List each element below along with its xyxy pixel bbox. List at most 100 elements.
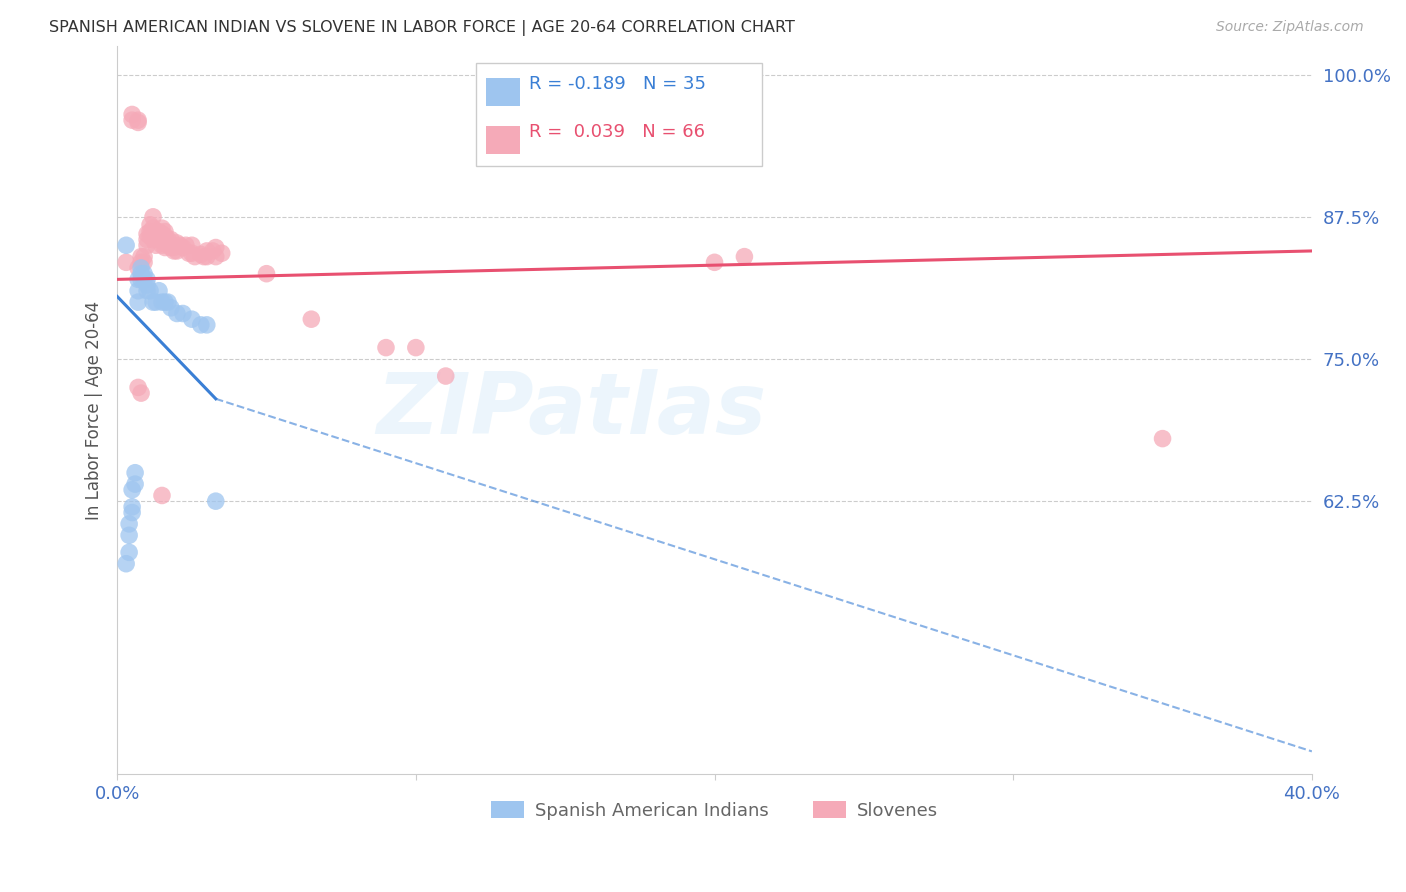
Point: [195, 250, 218, 264]
Point: [163, 244, 186, 258]
Point: [142, 210, 165, 224]
Point: [160, 301, 183, 315]
Point: [145, 295, 167, 310]
Point: [115, 255, 138, 269]
Point: [153, 229, 176, 244]
Point: [115, 238, 138, 252]
Point: [129, 250, 152, 264]
Text: R = -0.189   N = 35: R = -0.189 N = 35: [530, 75, 706, 94]
Point: [136, 238, 159, 252]
Point: [129, 272, 152, 286]
Point: [139, 229, 162, 244]
Point: [127, 380, 149, 394]
Point: [204, 494, 226, 508]
Point: [129, 267, 152, 281]
Text: Source: ZipAtlas.com: Source: ZipAtlas.com: [1216, 20, 1364, 34]
Point: [148, 284, 170, 298]
Point: [139, 225, 162, 239]
Point: [132, 255, 155, 269]
Point: [124, 477, 146, 491]
Point: [256, 267, 278, 281]
Text: ZIPatlas: ZIPatlas: [375, 368, 766, 451]
Point: [172, 241, 194, 255]
Point: [166, 306, 188, 320]
Point: [160, 233, 183, 247]
Point: [121, 107, 143, 121]
Point: [160, 241, 183, 255]
Point: [156, 295, 179, 310]
Point: [127, 115, 149, 129]
Point: [139, 218, 162, 232]
Point: [204, 250, 226, 264]
Point: [127, 284, 149, 298]
Point: [184, 250, 207, 264]
Point: [145, 238, 167, 252]
Point: [136, 284, 159, 298]
Point: [121, 500, 143, 514]
Point: [1152, 432, 1174, 446]
Point: [136, 227, 159, 241]
Point: [139, 284, 162, 298]
Text: R =  0.039   N = 66: R = 0.039 N = 66: [530, 123, 706, 141]
Point: [166, 235, 188, 250]
Point: [180, 238, 202, 252]
Point: [136, 233, 159, 247]
Bar: [486, 127, 520, 154]
Point: [177, 246, 200, 260]
Point: [118, 545, 141, 559]
Point: [180, 312, 202, 326]
Point: [153, 235, 176, 250]
Point: [193, 250, 215, 264]
Point: [163, 241, 186, 255]
Point: [121, 113, 143, 128]
Point: [703, 255, 725, 269]
Point: [142, 233, 165, 247]
Point: [169, 238, 191, 252]
Point: [118, 516, 141, 531]
Point: [129, 260, 152, 275]
Point: [190, 247, 212, 261]
Point: [150, 238, 173, 252]
Point: [153, 225, 176, 239]
Point: [434, 369, 457, 384]
Point: [127, 272, 149, 286]
Point: [132, 250, 155, 264]
Point: [204, 241, 226, 255]
Point: [201, 244, 224, 258]
Y-axis label: In Labor Force | Age 20-64: In Labor Force | Age 20-64: [86, 301, 103, 520]
Point: [150, 295, 173, 310]
Point: [733, 250, 755, 264]
Point: [142, 221, 165, 235]
Point: [299, 312, 322, 326]
Point: [124, 466, 146, 480]
Point: [127, 295, 149, 310]
Point: [121, 506, 143, 520]
Point: [156, 238, 179, 252]
Point: [172, 306, 194, 320]
Text: SPANISH AMERICAN INDIAN VS SLOVENE IN LABOR FORCE | AGE 20-64 CORRELATION CHART: SPANISH AMERICAN INDIAN VS SLOVENE IN LA…: [49, 20, 794, 36]
Point: [136, 272, 159, 286]
Point: [153, 241, 176, 255]
Legend: Spanish American Indians, Slovenes: Spanish American Indians, Slovenes: [484, 794, 945, 827]
Point: [115, 557, 138, 571]
Point: [195, 318, 218, 332]
Point: [150, 233, 173, 247]
Point: [118, 528, 141, 542]
Point: [156, 233, 179, 247]
Point: [145, 225, 167, 239]
Point: [150, 221, 173, 235]
Point: [127, 113, 149, 128]
Point: [136, 278, 159, 293]
Point: [150, 488, 173, 502]
Point: [121, 483, 143, 497]
Point: [174, 238, 197, 252]
Point: [405, 341, 427, 355]
Point: [190, 318, 212, 332]
Point: [148, 233, 170, 247]
Point: [145, 229, 167, 244]
FancyBboxPatch shape: [475, 63, 762, 166]
Point: [132, 267, 155, 281]
Point: [129, 386, 152, 401]
Point: [375, 341, 398, 355]
Point: [153, 295, 176, 310]
